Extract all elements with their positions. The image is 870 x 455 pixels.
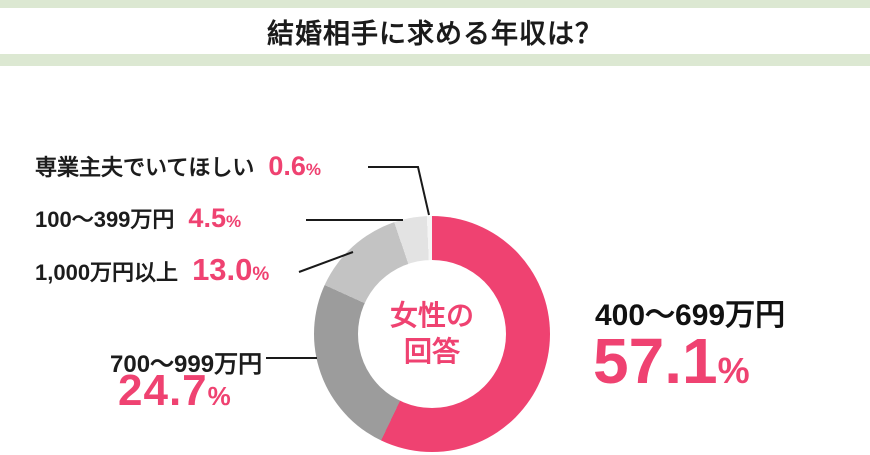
callout-row-100-399: 100〜399万円 4.5%	[35, 202, 241, 234]
percent-sign: %	[305, 160, 322, 179]
callout-value: 0.6%	[268, 151, 321, 182]
donut-chart: 女性の 回答	[314, 216, 550, 452]
callout-label: 100〜399万円	[35, 207, 175, 232]
percent-sign: %	[252, 264, 270, 285]
percent-sign: %	[225, 212, 242, 231]
callout-number: 24.7	[118, 366, 208, 415]
callout-number: 0.6	[268, 151, 306, 181]
callout-number: 13.0	[192, 252, 253, 287]
callout-value-400-699: 57.1%	[593, 324, 750, 398]
callout-number: 4.5	[188, 203, 226, 233]
leader-line-0-6	[368, 166, 430, 216]
callout-row-homemaker: 専業主夫でいてほしい 0.6%	[35, 150, 321, 182]
callout-label-400-699: 400〜699万円	[595, 299, 786, 332]
callout-label: 1,000万円以上	[35, 260, 179, 285]
callout-value: 4.5%	[188, 203, 241, 234]
page-title: 結婚相手に求める年収は？	[267, 18, 603, 49]
percent-sign: %	[717, 350, 750, 391]
callout-number: 57.1	[593, 325, 718, 397]
callout-value-700-999: 24.7%	[118, 366, 232, 416]
donut-center-label: 女性の 回答	[390, 298, 474, 371]
donut-hole: 女性の 回答	[358, 260, 506, 408]
callout-row-1000plus: 1,000万円以上 13.0%	[35, 252, 269, 288]
donut-center-line2: 回答	[403, 336, 460, 367]
donut-center-line1: 女性の	[389, 299, 474, 331]
callout-value: 13.0%	[192, 252, 269, 288]
callout-label: 専業主夫でいてほしい	[35, 155, 255, 180]
callout-label-700-999: 700〜999万円	[110, 351, 263, 378]
chart-panel: 女性の 回答 専業主夫でいてほしい 0.6% 100〜399万円 4.5% 1,…	[0, 66, 870, 455]
title-band: 結婚相手に求める年収は？	[0, 8, 870, 54]
callout-value: 24.7%	[118, 366, 232, 415]
percent-sign: %	[207, 381, 232, 411]
